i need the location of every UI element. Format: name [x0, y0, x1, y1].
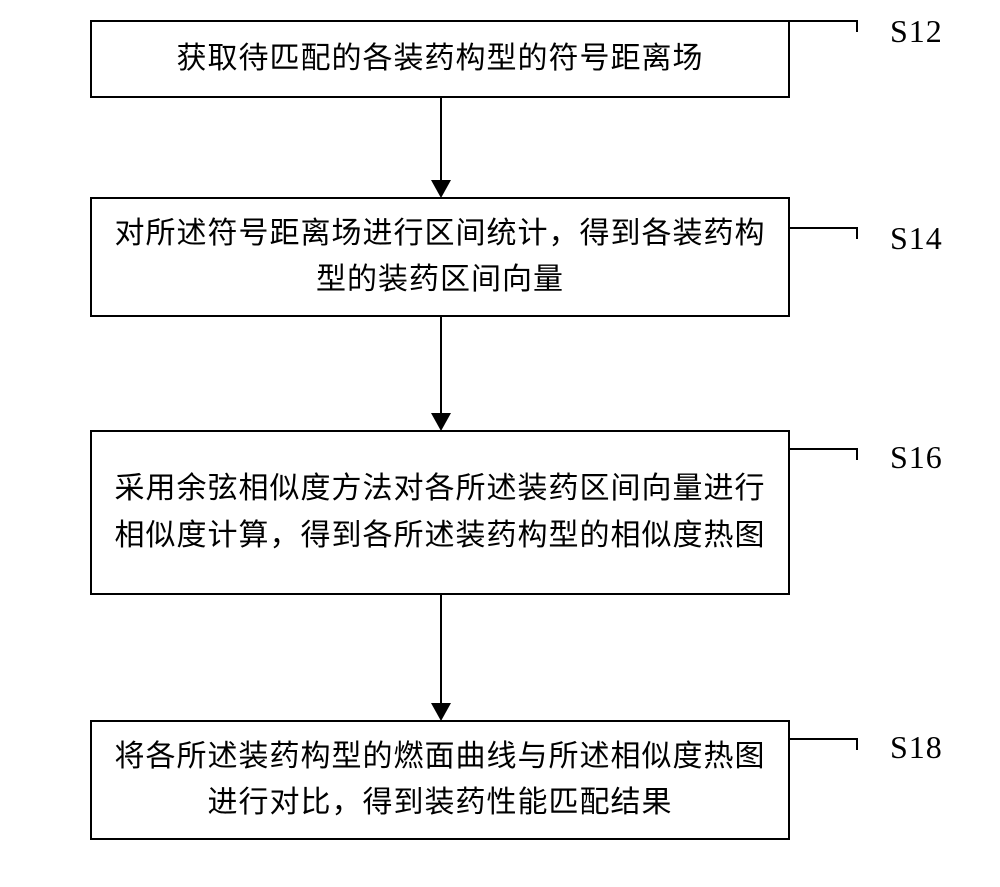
callout-line — [790, 20, 858, 22]
flow-node-s12: 获取待匹配的各装药构型的符号距离场 — [90, 20, 790, 98]
callout-line — [790, 448, 858, 450]
callout-line — [790, 227, 858, 229]
callout-line — [856, 20, 858, 32]
flow-edge — [440, 595, 442, 703]
flow-node-s18: 将各所述装药构型的燃面曲线与所述相似度热图进行对比，得到装药性能匹配结果 — [90, 720, 790, 840]
flow-label-s14: S14 — [890, 220, 943, 257]
flow-edge — [440, 317, 442, 413]
callout-line — [856, 227, 858, 239]
flow-node-s12-text: 获取待匹配的各装药构型的符号距离场 — [177, 36, 704, 83]
flowchart-canvas: 获取待匹配的各装药构型的符号距离场 S12 对所述符号距离场进行区间统计，得到各… — [0, 0, 1000, 887]
flow-node-s18-text: 将各所述装药构型的燃面曲线与所述相似度热图进行对比，得到装药性能匹配结果 — [110, 734, 770, 827]
flow-node-s16: 采用余弦相似度方法对各所述装药区间向量进行相似度计算，得到各所述装药构型的相似度… — [90, 430, 790, 595]
flow-label-s18: S18 — [890, 729, 943, 766]
arrowhead-icon — [431, 413, 451, 431]
arrowhead-icon — [431, 180, 451, 198]
callout-line — [856, 738, 858, 750]
flow-edge — [440, 98, 442, 180]
arrowhead-icon — [431, 703, 451, 721]
flow-node-s14-text: 对所述符号距离场进行区间统计，得到各装药构型的装药区间向量 — [110, 211, 770, 304]
flow-label-s12: S12 — [890, 13, 943, 50]
flow-node-s14: 对所述符号距离场进行区间统计，得到各装药构型的装药区间向量 — [90, 197, 790, 317]
flow-node-s16-text: 采用余弦相似度方法对各所述装药区间向量进行相似度计算，得到各所述装药构型的相似度… — [110, 466, 770, 559]
callout-line — [790, 738, 858, 740]
callout-line — [856, 448, 858, 460]
flow-label-s16: S16 — [890, 439, 943, 476]
